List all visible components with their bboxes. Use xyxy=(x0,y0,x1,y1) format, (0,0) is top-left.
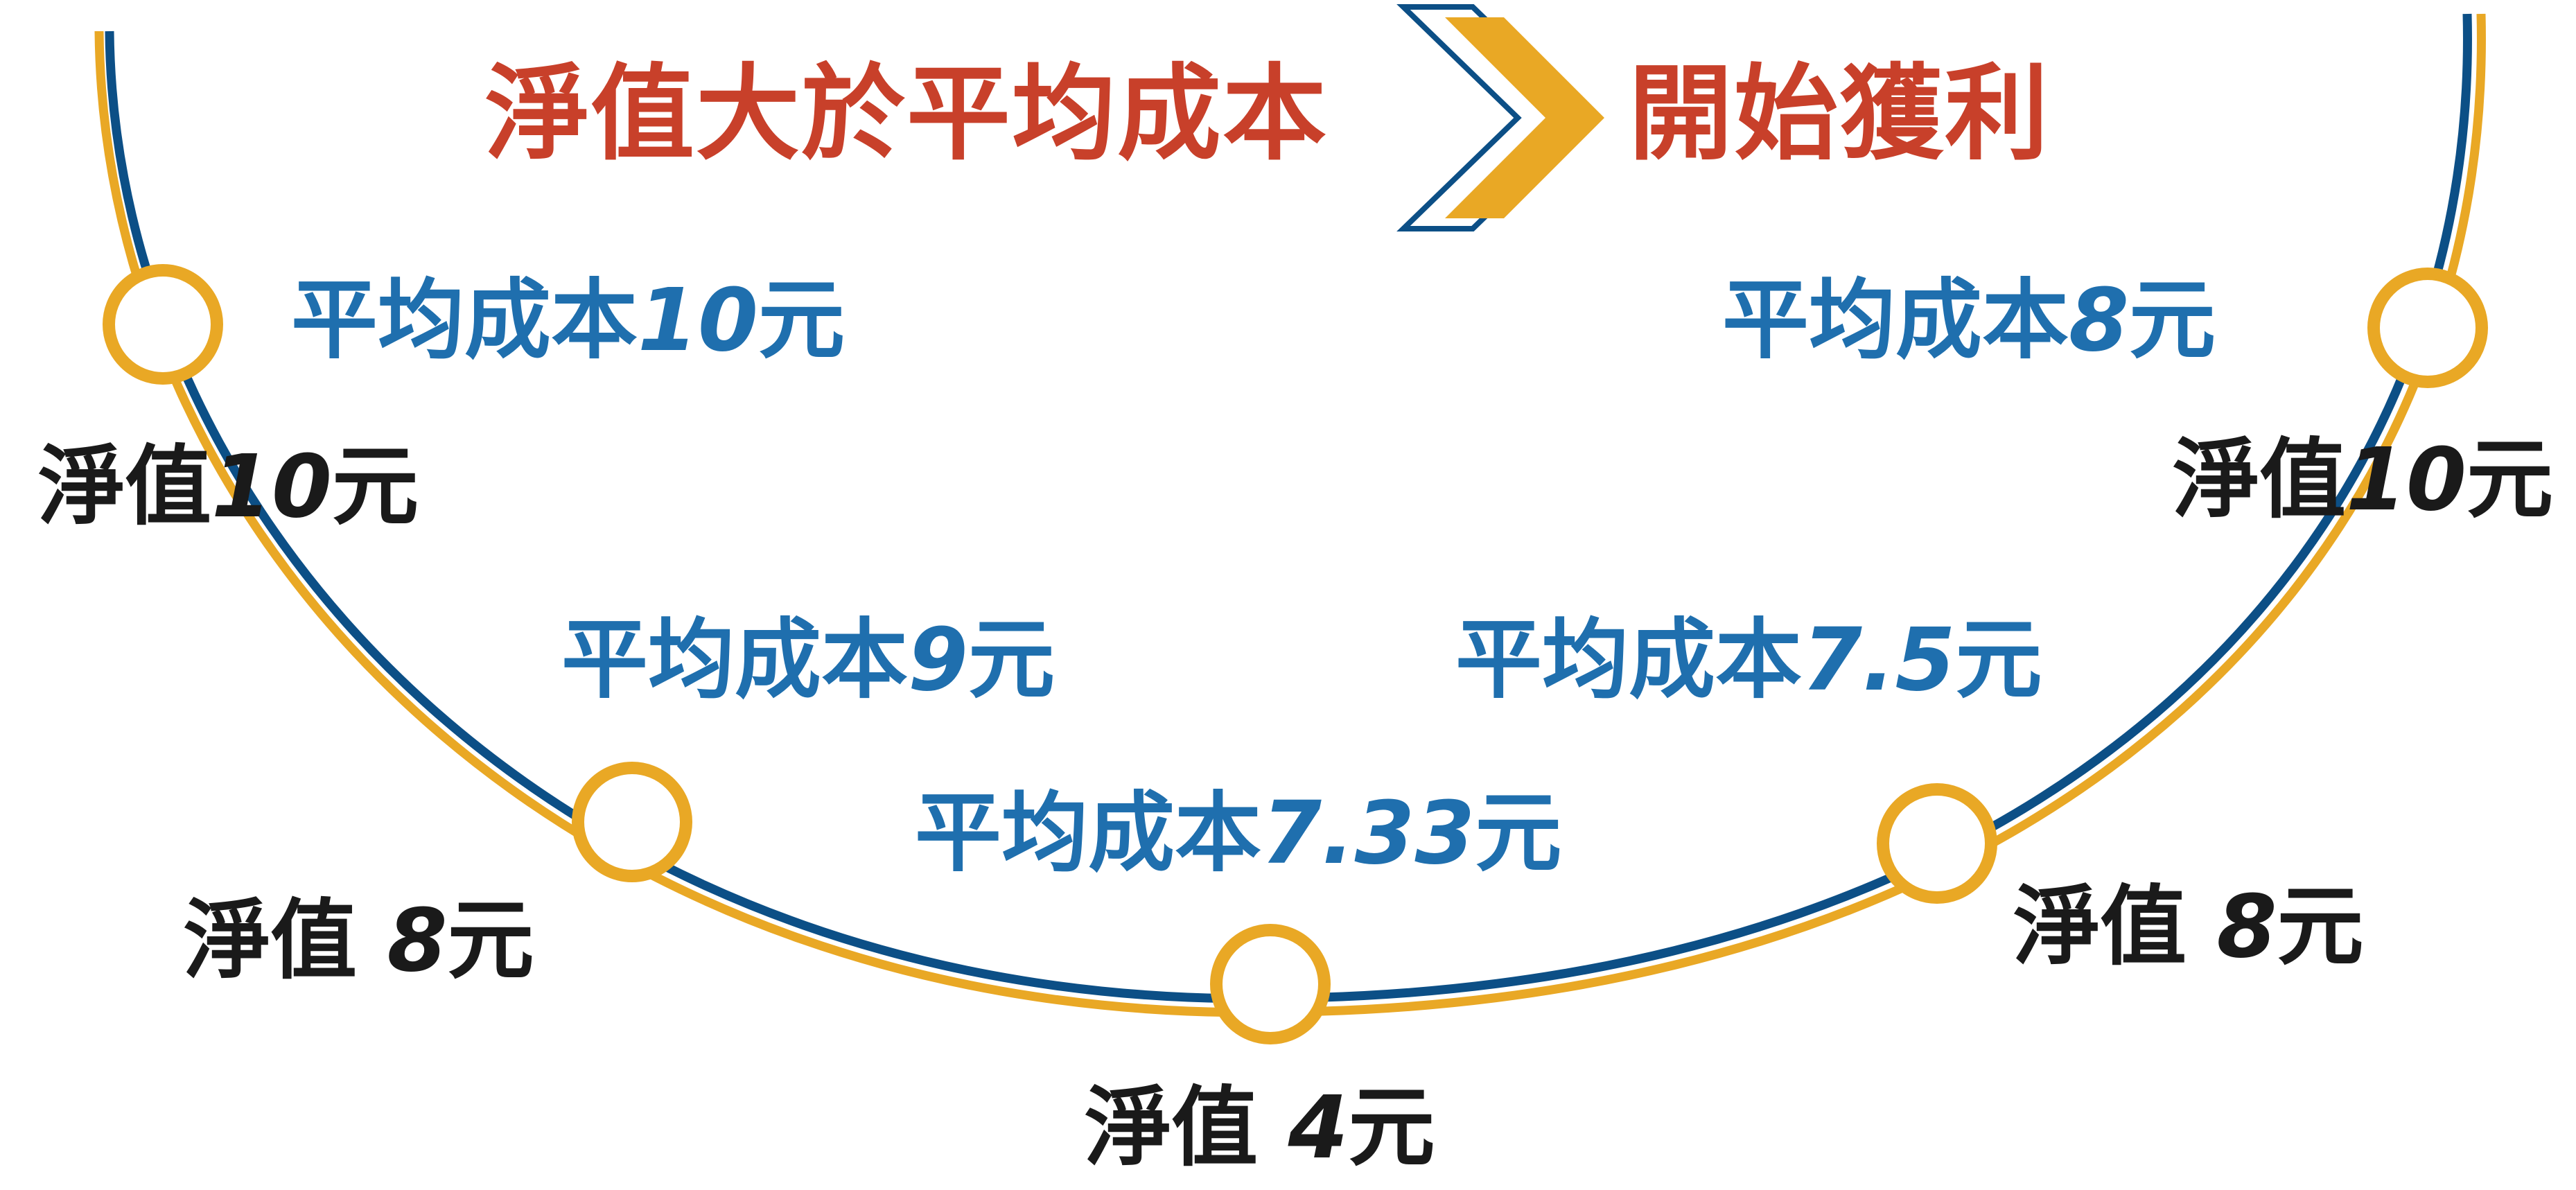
avg-cost-label-1: 平均成本10元 xyxy=(291,270,845,371)
node-circle-1 xyxy=(103,264,223,385)
headline-right: 開始獲利 xyxy=(1629,54,2051,175)
nav-label-1: 淨值10元 xyxy=(38,437,419,537)
avg-cost-label-3: 平均成本7.33元 xyxy=(915,783,1562,884)
node-circle-4 xyxy=(1877,783,1997,904)
avg-cost-label-2: 平均成本9元 xyxy=(561,610,1055,710)
nav-label-2: 淨值 8元 xyxy=(184,891,534,991)
avg-cost-label-4: 平均成本7.5元 xyxy=(1455,610,2042,710)
nav-label-3: 淨值 4元 xyxy=(1085,1078,1435,1178)
nav-label-4: 淨值 8元 xyxy=(2013,877,2364,977)
node-circle-2 xyxy=(572,762,692,882)
nav-label-5: 淨值10元 xyxy=(2173,430,2553,530)
double-chevron-right-icon xyxy=(1396,3,1604,231)
avg-cost-label-5: 平均成本8元 xyxy=(1722,270,2216,371)
headline-left: 淨值大於平均成本 xyxy=(485,54,1329,175)
node-circle-3 xyxy=(1210,924,1331,1044)
node-circle-5 xyxy=(2367,268,2488,388)
